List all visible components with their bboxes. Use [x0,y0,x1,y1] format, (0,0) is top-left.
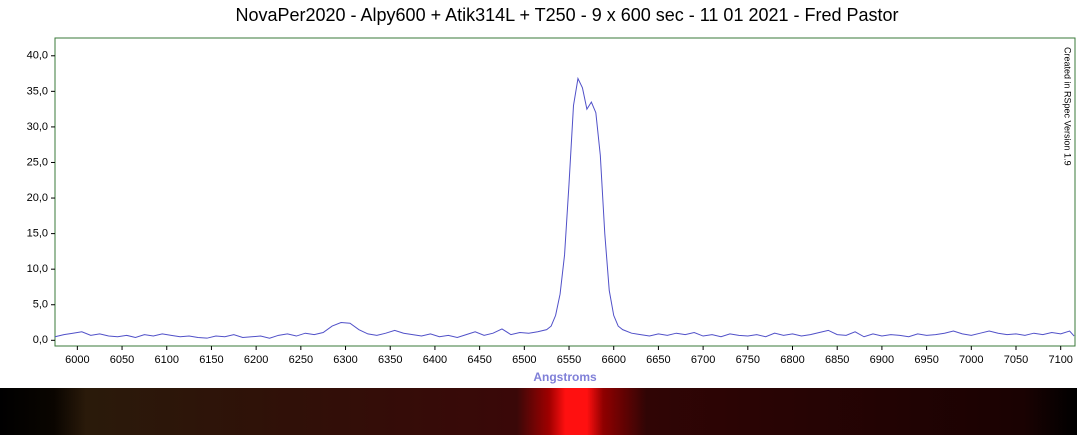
y-tick-label: 15,0 [27,228,48,240]
x-tick-label: 6650 [646,354,670,366]
chart-title: NovaPer2020 - Alpy600 + Atik314L + T250 … [235,5,898,25]
x-tick-label: 6450 [467,354,491,366]
x-tick-label: 6400 [423,354,447,366]
y-tick-label: 30,0 [27,121,48,133]
y-tick-label: 20,0 [27,192,48,204]
x-tick-label: 6600 [601,354,625,366]
spectrum-strip [0,388,1077,435]
plot-frame [54,37,1076,347]
y-tick-label: 0,0 [33,334,48,346]
y-tick-label: 40,0 [27,50,48,62]
x-tick-label: 6850 [825,354,849,366]
x-tick-label: 6100 [155,354,179,366]
y-tick-label: 25,0 [27,156,48,168]
chart: NovaPer2020 - Alpy600 + Atik314L + T250 … [27,5,1076,384]
x-tick-label: 6250 [289,354,313,366]
x-tick-label: 6750 [736,354,760,366]
annotation: Created in RSpec Version 1.9 [1063,47,1073,166]
y-tick-label: 35,0 [27,85,48,97]
x-axis-label: Angstroms [533,370,597,384]
x-tick-label: 7100 [1048,354,1072,366]
x-tick-label: 6050 [110,354,134,366]
spectrum-line [54,76,1075,339]
x-tick-label: 6150 [199,354,223,366]
x-tick-label: 6700 [691,354,715,366]
x-tick-label: 6350 [378,354,402,366]
x-tick-label: 6000 [65,354,89,366]
y-tick-label: 5,0 [33,299,48,311]
x-tick-label: 6300 [333,354,357,366]
x-tick-label: 6550 [557,354,581,366]
x-tick-label: 6500 [512,354,536,366]
x-tick-label: 6900 [870,354,894,366]
y-tick-label: 10,0 [27,263,48,275]
spectrum-image [0,388,1077,435]
x-tick-label: 7050 [1004,354,1028,366]
x-tick-label: 6200 [244,354,268,366]
x-tick-label: 6800 [780,354,804,366]
x-tick-label: 7000 [959,354,983,366]
x-tick-label: 6950 [914,354,938,366]
